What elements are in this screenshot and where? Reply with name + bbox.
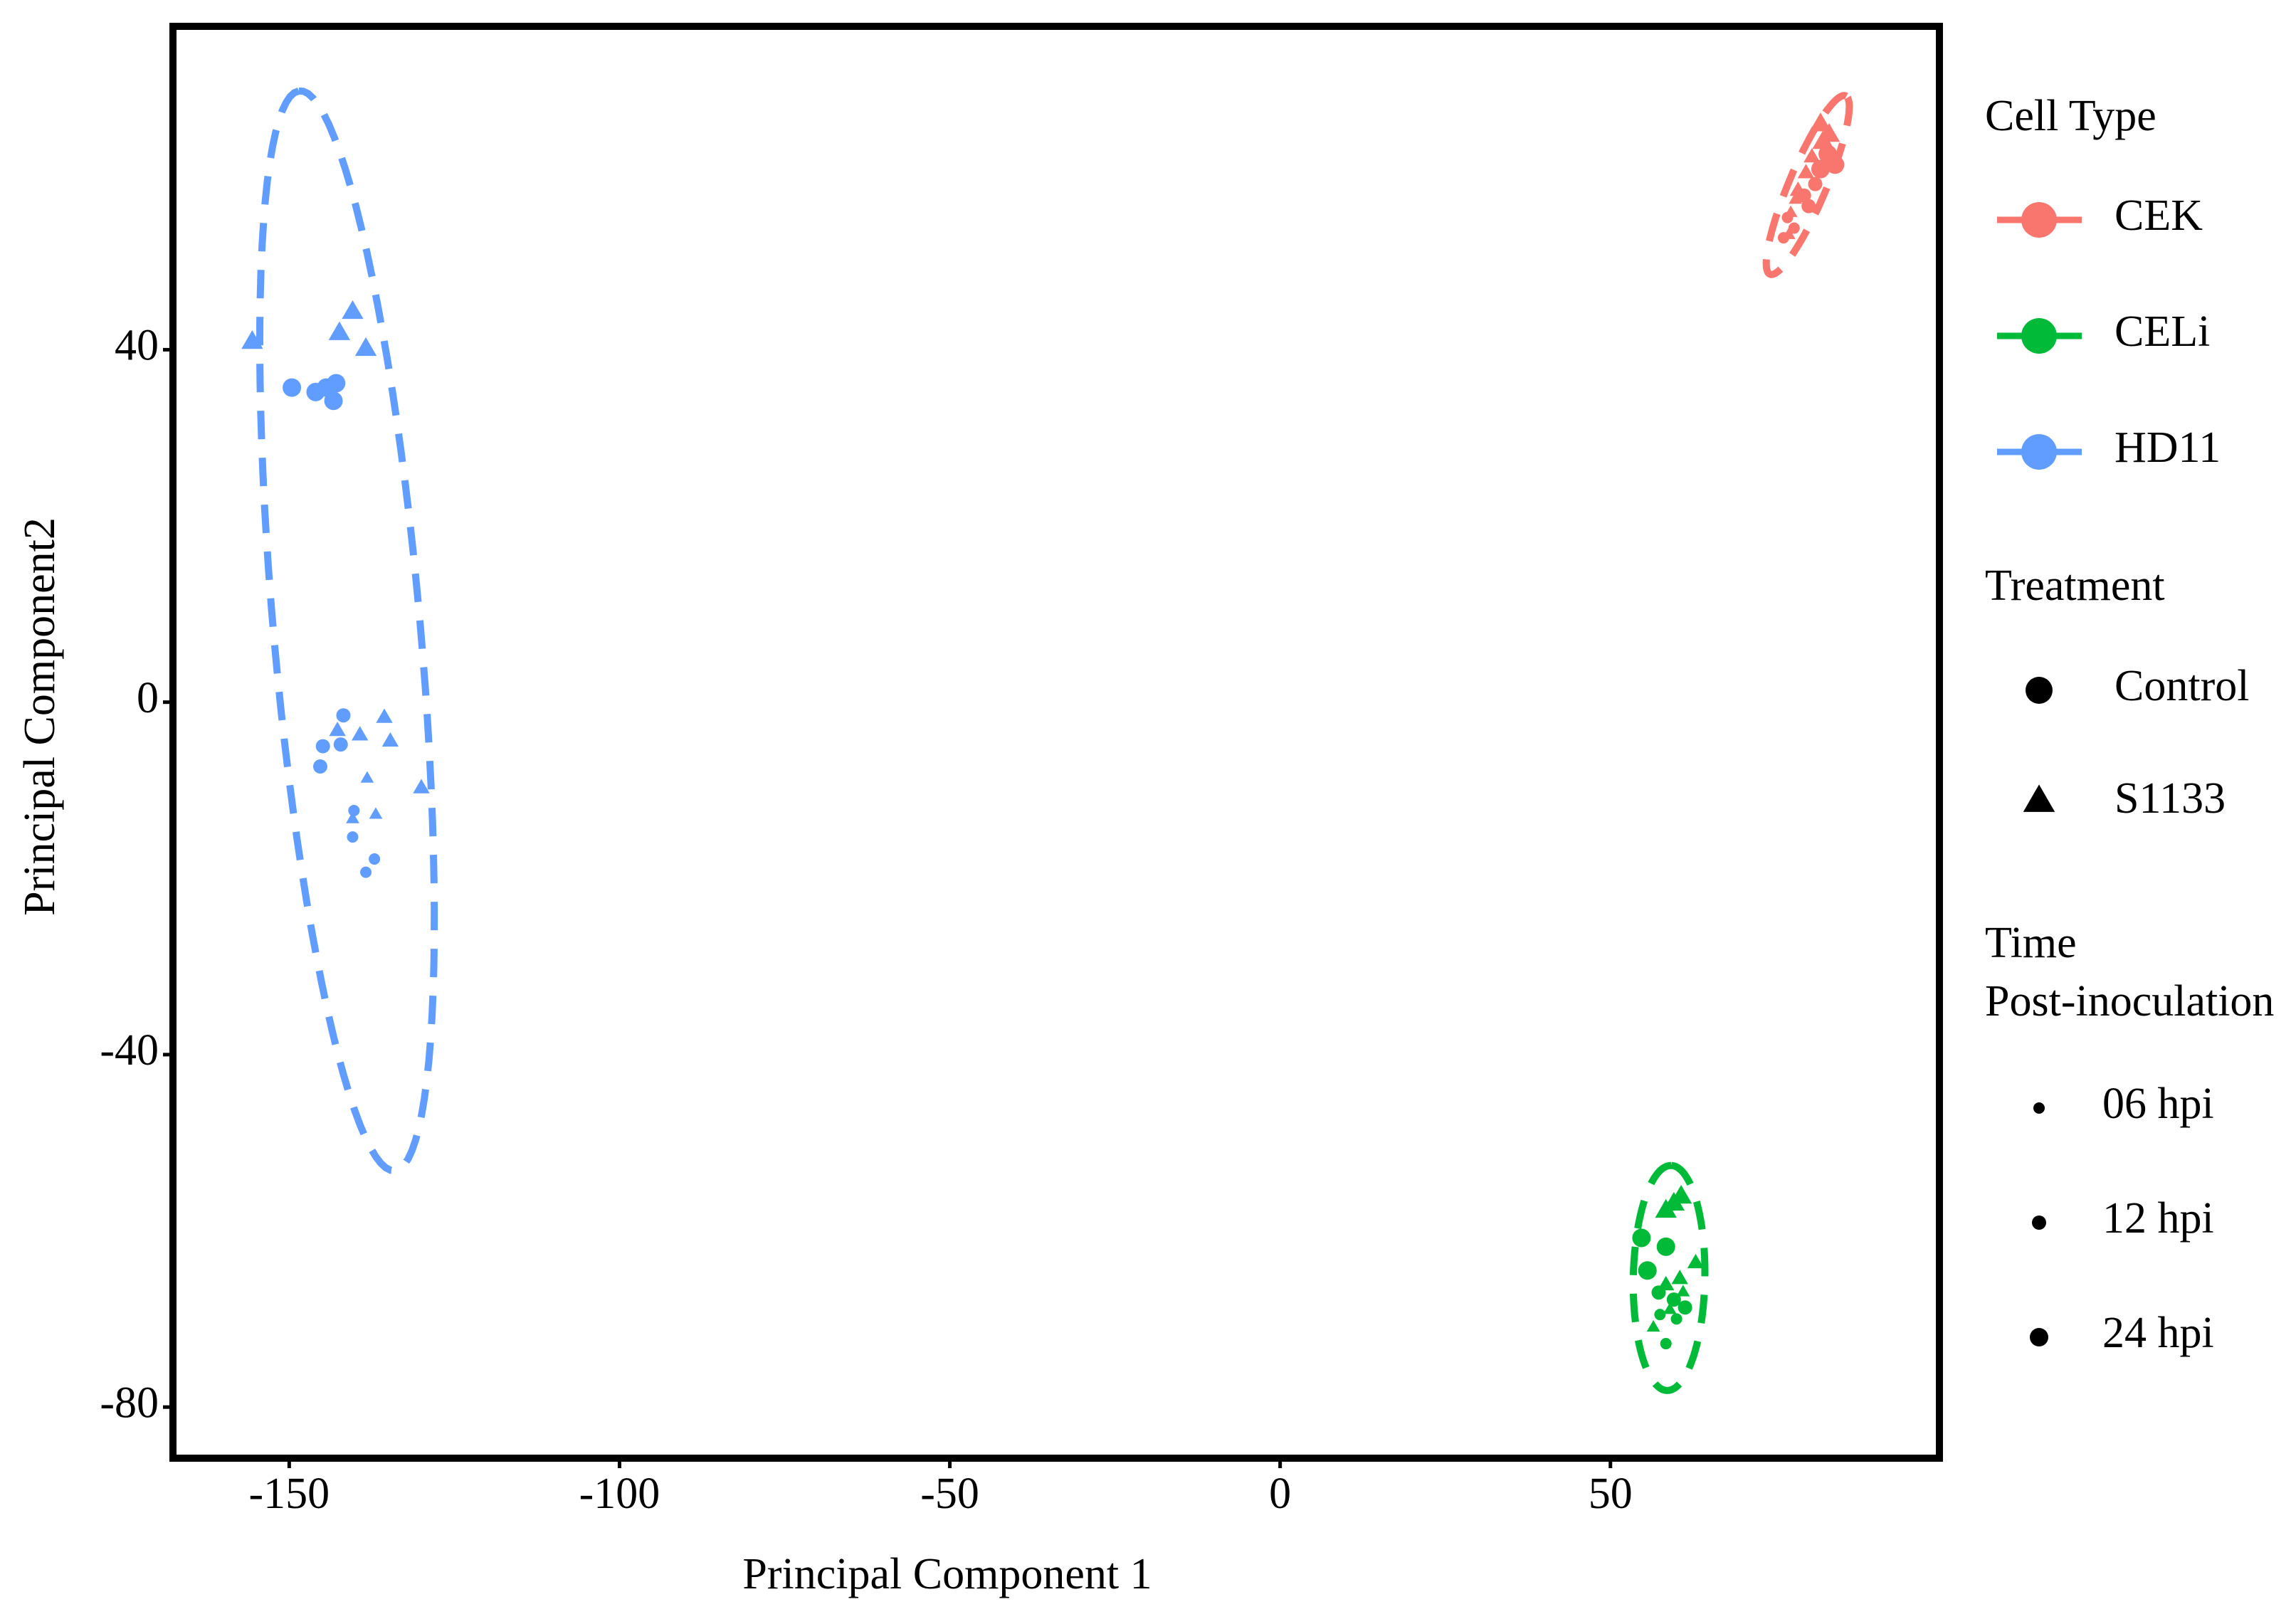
triangle-point	[1809, 112, 1832, 132]
legend-swatch	[2021, 202, 2057, 238]
legend-label: S1133	[2114, 774, 2226, 823]
legend-size-swatch	[2032, 1216, 2046, 1230]
triangle-point	[1803, 147, 1821, 163]
x-axis-title: Principal Component 1	[742, 1550, 1152, 1598]
legend-label: 24 hpi	[2102, 1309, 2214, 1357]
y-tick-label: -40	[100, 1026, 159, 1075]
plot-frame	[169, 23, 1943, 1462]
circle-point	[1826, 155, 1845, 174]
triangle-point	[346, 811, 359, 823]
legend-label: 06 hpi	[2102, 1080, 2214, 1128]
triangle-point	[1671, 1270, 1688, 1285]
legend-title: Time	[1985, 919, 2077, 967]
triangle-point	[1812, 130, 1834, 149]
triangle-point	[369, 807, 383, 819]
confidence-ellipse	[1629, 1161, 1709, 1394]
circle-point	[324, 391, 343, 411]
triangle-point	[1789, 192, 1803, 204]
circle-point	[348, 804, 360, 816]
circle-point	[283, 378, 302, 397]
circle-point	[1654, 1309, 1666, 1321]
triangle-point	[1797, 164, 1815, 179]
triangle-point	[241, 329, 263, 349]
circle-point	[2026, 677, 2053, 704]
legend-label: Control	[2114, 662, 2249, 710]
legend-size-swatch	[2033, 1102, 2045, 1114]
circle-point	[1811, 159, 1830, 179]
circle-point	[1660, 1338, 1672, 1350]
legend-size-swatch	[2030, 1328, 2048, 1346]
circle-point	[1808, 176, 1823, 191]
legend-title: Treatment	[1985, 561, 2165, 610]
x-tick-label: -50	[920, 1470, 979, 1518]
legend-title: Cell Type	[1985, 92, 2156, 140]
circle-point	[1678, 1300, 1692, 1315]
triangle-point	[342, 300, 364, 320]
y-tick-label: -80	[100, 1378, 159, 1427]
confidence-ellipse	[1762, 92, 1853, 278]
legend-label: HD11	[2114, 423, 2221, 472]
legend-title: Post-inoculation	[1985, 977, 2274, 1025]
triangle-point	[1676, 1285, 1690, 1297]
circle-point	[1638, 1261, 1657, 1280]
triangle-point	[381, 732, 399, 747]
circle-point	[312, 759, 327, 774]
triangle-point	[1789, 181, 1807, 196]
triangle-point	[360, 771, 374, 783]
y-tick-label: 40	[115, 322, 159, 370]
circle-point	[1670, 1313, 1682, 1325]
y-tick-label: 0	[137, 674, 159, 722]
triangle-point	[329, 722, 346, 737]
triangle-point	[1784, 205, 1798, 217]
triangle-point	[1655, 1198, 1677, 1218]
circle-point	[360, 866, 372, 878]
confidence-ellipse	[256, 87, 438, 1175]
circle-point	[1656, 1237, 1675, 1256]
circle-point	[336, 708, 351, 723]
x-tick-label: 50	[1589, 1470, 1633, 1518]
x-tick-label: 0	[1269, 1470, 1291, 1518]
legend-swatch	[2021, 318, 2057, 354]
triangle-point	[354, 337, 377, 357]
circle-point	[315, 739, 330, 754]
y-axis-title: Principal Component2	[16, 517, 64, 916]
triangle-point	[1782, 227, 1796, 239]
x-tick-label: -150	[249, 1470, 330, 1518]
circle-point	[1632, 1228, 1651, 1248]
triangle-point	[413, 779, 430, 793]
circle-point	[347, 831, 359, 843]
triangle-point	[1658, 1275, 1675, 1291]
triangle-point	[1663, 1302, 1677, 1314]
triangle-point	[1670, 1184, 1692, 1204]
legend-swatch	[2021, 434, 2057, 470]
triangle-point	[328, 321, 351, 340]
triangle-point	[376, 708, 393, 723]
circle-point	[333, 737, 348, 752]
legend-label: 12 hpi	[2102, 1194, 2214, 1243]
legend-label: CEK	[2114, 191, 2203, 240]
circle-point	[369, 853, 381, 865]
legend-label: CELi	[2114, 307, 2210, 356]
triangle-point	[2023, 784, 2055, 812]
triangle-point	[351, 726, 369, 741]
triangle-point	[1687, 1253, 1705, 1269]
triangle-point	[1646, 1319, 1660, 1332]
x-tick-label: -100	[579, 1470, 660, 1518]
circle-point	[1788, 222, 1800, 234]
circle-point	[327, 374, 346, 393]
